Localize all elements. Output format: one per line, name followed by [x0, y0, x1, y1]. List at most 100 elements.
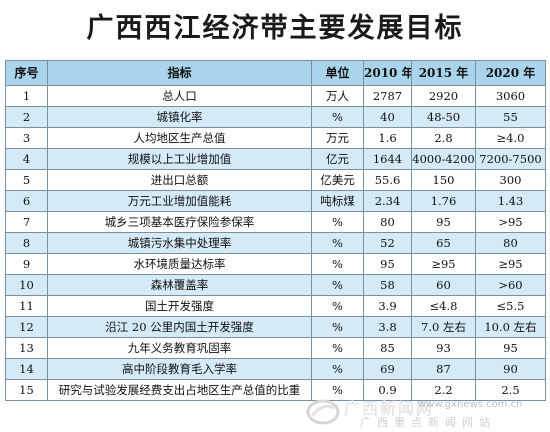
cell-2015: 93	[411, 337, 476, 359]
cell-unit: %	[311, 295, 364, 317]
table-row: 1 总人口 万人 2787 2920 3060	[5, 85, 546, 107]
table-row: 15 研究与试验发展经费支出占地区生产总值的比重% 0.9 2.2 2.5	[5, 379, 546, 401]
cell-2020: 3060	[475, 85, 546, 107]
cell-2020: ≤5.5	[475, 295, 546, 317]
cell-unit: %	[311, 211, 364, 233]
cell-2015: 2920	[411, 85, 476, 107]
header-unit: 单位	[311, 60, 364, 86]
cell-unit: %	[311, 379, 364, 401]
cell-2010: 3.9	[363, 295, 412, 317]
cell-unit: 亿美元	[311, 169, 364, 191]
cell-2010: 69	[363, 358, 412, 380]
cell-2020: 10.0 左右	[475, 316, 546, 338]
cell-2020: ≥4.0	[475, 127, 546, 149]
cell-indicator: 高中阶段教育毛入学率	[47, 358, 312, 380]
cell-unit: %	[311, 253, 364, 275]
cell-2010: 80	[363, 211, 412, 233]
cell-no: 4	[5, 148, 48, 170]
cell-2015: 1.76	[411, 190, 476, 212]
cell-indicator: 城镇污水集中处理率	[47, 232, 312, 254]
cell-2015: 60	[411, 274, 476, 296]
cell-2020: 80	[475, 232, 546, 254]
cell-2020: 95	[475, 337, 546, 359]
cell-2010: 58	[363, 274, 412, 296]
cell-2010: 0.9	[363, 379, 412, 401]
cell-no: 14	[5, 358, 48, 380]
logo-icon	[306, 399, 340, 425]
cell-2020: 55	[475, 106, 546, 128]
cell-2015: ≤4.8	[411, 295, 476, 317]
cell-indicator: 研究与试验发展经费支出占地区生产总值的比重	[47, 379, 312, 401]
cell-2010: 1.6	[363, 127, 412, 149]
header-indicator: 指标	[47, 60, 312, 86]
table-row: 3 人均地区生产总值 万元 1.6 2.8 ≥4.0	[5, 127, 546, 149]
cell-unit: %	[311, 316, 364, 338]
cell-unit: %	[311, 106, 364, 128]
cell-2010: 2.34	[363, 190, 412, 212]
page-title: 广西西江经济带主要发展目标	[86, 13, 464, 44]
table-row: 2 城镇化率% 40 48-50 55	[5, 106, 546, 128]
cell-2010: 95	[363, 253, 412, 275]
cell-no: 10	[5, 274, 48, 296]
site-watermark: 广西新闻网 www.gxnews.com.cn 广西重点新闻网站	[300, 392, 550, 432]
table-row: 13 九年义务教育巩固率% 85 93 95	[5, 337, 546, 359]
table-row: 4 规模以上工业增加值 亿元 1644 4000-4200 7200-7500	[5, 148, 546, 170]
cell-unit: 万元	[311, 127, 364, 149]
cell-2010: 52	[363, 232, 412, 254]
table-row: 12 沿江 20 公里内国土开发强度% 3.8 7.0 左右 10.0 左右	[5, 316, 546, 338]
cell-2020: >60	[475, 274, 546, 296]
cell-no: 5	[5, 169, 48, 191]
cell-unit: %	[311, 274, 364, 296]
header-2015: 2015 年	[411, 60, 476, 86]
cell-2015: 95	[411, 211, 476, 233]
cell-2020: 7200-7500	[475, 148, 546, 170]
cell-2010: 3.8	[363, 316, 412, 338]
cell-2015: ≥95	[411, 253, 476, 275]
table-row: 9 水环境质量达标率% 95 ≥95 ≥95	[5, 253, 546, 275]
cell-2015: 150	[411, 169, 476, 191]
cell-unit: 亿元	[311, 148, 364, 170]
table-row: 11 国土开发强度% 3.9 ≤4.8 ≤5.5	[5, 295, 546, 317]
cell-indicator: 城乡三项基本医疗保险参保率	[47, 211, 312, 233]
cell-indicator: 九年义务教育巩固率	[47, 337, 312, 359]
cell-unit: %	[311, 337, 364, 359]
table-row: 6 万元工业增加值能耗 吨标煤 2.34 1.76 1.43	[5, 190, 546, 212]
cell-no: 12	[5, 316, 48, 338]
cell-unit: 吨标煤	[311, 190, 364, 212]
cell-indicator: 人均地区生产总值	[47, 127, 312, 149]
watermark-tagline: 广西重点新闻网站	[360, 416, 496, 429]
cell-no: 2	[5, 106, 48, 128]
table-row: 5 进出口总额 亿美元 55.6 150 300	[5, 169, 546, 191]
cell-2015: 2.8	[411, 127, 476, 149]
cell-indicator: 万元工业增加值能耗	[47, 190, 312, 212]
header-no: 序号	[5, 60, 48, 86]
watermark-url: www.gxnews.com.cn	[418, 399, 523, 410]
table-row: 14 高中阶段教育毛入学率% 69 87 90	[5, 358, 546, 380]
cell-no: 7	[5, 211, 48, 233]
cell-indicator: 总人口	[47, 85, 312, 107]
cell-indicator: 规模以上工业增加值	[47, 148, 312, 170]
cell-2020: >95	[475, 211, 546, 233]
table-row: 7 城乡三项基本医疗保险参保率% 80 95 >95	[5, 211, 546, 233]
cell-2020: 1.43	[475, 190, 546, 212]
cell-no: 11	[5, 295, 48, 317]
cell-indicator: 沿江 20 公里内国土开发强度	[47, 316, 312, 338]
cell-no: 3	[5, 127, 48, 149]
cell-unit: %	[311, 358, 364, 380]
cell-2020: 2.5	[475, 379, 546, 401]
cell-no: 1	[5, 85, 48, 107]
cell-no: 6	[5, 190, 48, 212]
cell-unit: %	[311, 232, 364, 254]
cell-indicator: 国土开发强度	[47, 295, 312, 317]
cell-2010: 2787	[363, 85, 412, 107]
cell-indicator: 进出口总额	[47, 169, 312, 191]
cell-no: 8	[5, 232, 48, 254]
cell-2015: 4000-4200	[411, 148, 476, 170]
header-2010: 2010 年	[363, 60, 412, 86]
cell-2020: ≥95	[475, 253, 546, 275]
development-targets-table: 序号 指标 单位 2010 年 2015 年 2020 年 1 总人口 万人 2787…	[5, 60, 546, 401]
cell-2015: 87	[411, 358, 476, 380]
cell-no: 9	[5, 253, 48, 275]
cell-indicator: 水环境质量达标率	[47, 253, 312, 275]
cell-2010: 40	[363, 106, 412, 128]
